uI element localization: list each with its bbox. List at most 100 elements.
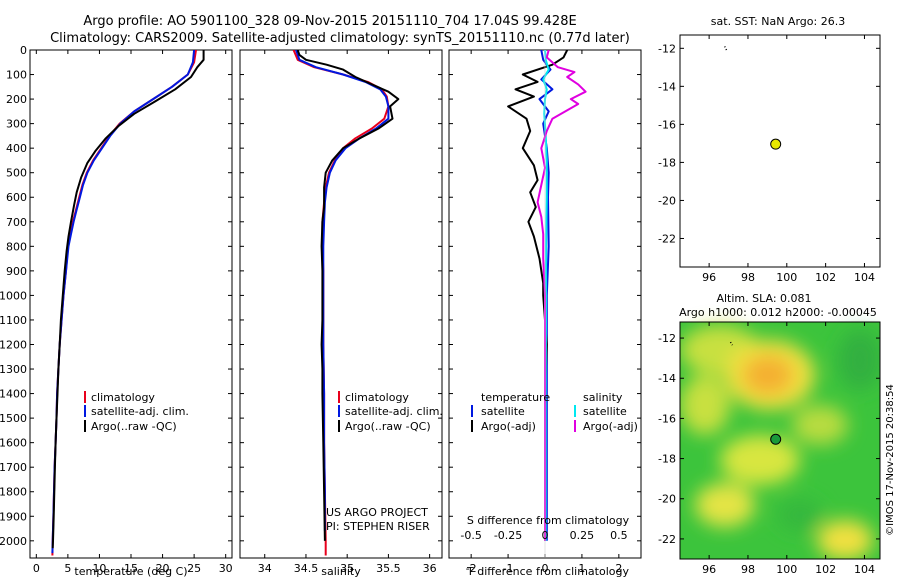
temperature-panel: 0100200300400500600700800900100011001200…	[0, 44, 233, 578]
temperature-legend: climatology satellite-adj. clim. Argo(..…	[84, 391, 189, 433]
y-tick-label: 300	[6, 118, 27, 131]
legend-heading-salinity: salinity	[583, 391, 623, 404]
sla-map-panel: Altim. SLA: 0.081 Argo h1000: 0.012 h200…	[658, 292, 881, 576]
x-tick-label: -2	[466, 562, 477, 575]
legend-label-t-argo: Argo(-adj)	[481, 420, 536, 433]
map-y-tick-label: -12	[658, 42, 676, 55]
x-tick-label: 36	[423, 562, 437, 575]
legend-label-s-satellite: satellite	[583, 405, 627, 418]
y-tick-label: 900	[6, 265, 27, 278]
map-x-tick-label: 96	[702, 563, 716, 576]
y-tick-label: 1400	[0, 388, 27, 401]
map-x-tick-label: 96	[702, 271, 716, 284]
float-track	[729, 341, 734, 346]
x-tick-label: 0	[33, 562, 40, 575]
series-line-satellite-adj-clim-	[51, 50, 196, 554]
pi-annotation: PI: STEPHEN RISER	[326, 520, 430, 533]
difference-depth-ticks	[449, 49, 641, 542]
figure-title-line1: Argo profile: AO 5901100_328 09-Nov-2015…	[83, 14, 576, 29]
map-y-tick-label: -20	[658, 194, 676, 207]
y-tick-label: 700	[6, 216, 27, 229]
series-line-t-argo-adj-	[507, 50, 569, 541]
x-tick-label: 34.5	[294, 562, 319, 575]
y-tick-label: 1300	[0, 363, 27, 376]
x-tick-label: 0	[542, 562, 549, 575]
x-tick-label: 34	[258, 562, 272, 575]
legend-heading-temperature: temperature	[481, 391, 550, 404]
map-y-tick-label: -14	[658, 80, 676, 93]
project-annotation: US ARGO PROJECT	[326, 506, 428, 519]
map-y-tick-label: -18	[658, 156, 676, 169]
map-y-tick-label: -22	[658, 533, 676, 546]
y-tick-label: 1700	[0, 461, 27, 474]
legend-label-t-satellite: satellite	[481, 405, 525, 418]
y-tick-label: 800	[6, 240, 27, 253]
x-tick-label: 25	[187, 562, 201, 575]
sla-title-line1: Altim. SLA: 0.081	[716, 292, 811, 305]
sst-map-ticks: 96 98 100 102 104 -12 -14 -16 -18 -20 -22	[658, 35, 880, 284]
legend-label-climatology: climatology	[91, 391, 155, 404]
y-tick-label: 0	[20, 44, 27, 57]
y-tick-label: 1000	[0, 289, 27, 302]
x-tick-label: 2	[615, 562, 622, 575]
difference-panel: -2 -1 0 1 2 T difference from climatology S …	[448, 49, 642, 578]
y-tick-label: 1100	[0, 314, 27, 327]
sla-title-line2: Argo h1000: 0.012 h2000: -0.00045	[679, 306, 877, 319]
y-tick-label: 2000	[0, 535, 27, 548]
s-tick-label: 0.5	[610, 529, 628, 542]
x-tick-label: 1	[578, 562, 585, 575]
legend-label-climatology: climatology	[345, 391, 409, 404]
y-tick-label: 1600	[0, 437, 27, 450]
sla-map-axes-box	[679, 321, 881, 560]
map-y-tick-label: -20	[658, 493, 676, 506]
y-tick-label: 100	[6, 69, 27, 82]
x-tick-label: 35.5	[376, 562, 401, 575]
legend-label-satellite: satellite-adj. clim.	[345, 405, 443, 418]
salinity-legend: climatology satellite-adj. clim. Argo(..…	[338, 391, 443, 433]
figure-title-line2: Climatology: CARS2009. Satellite-adjuste…	[50, 31, 630, 46]
y-tick-label: 1900	[0, 510, 27, 523]
map-y-tick-label: -22	[658, 232, 676, 245]
map-x-tick-label: 104	[854, 563, 875, 576]
float-track	[724, 46, 728, 51]
sst-map-title: sat. SST: NaN Argo: 26.3	[711, 15, 845, 28]
difference-legend: temperature satellite Argo(-adj) salinit…	[471, 391, 638, 433]
s-tick-label: 0	[542, 529, 549, 542]
series-line-s-argo-adj-	[536, 50, 587, 541]
s-tick-label: -0.25	[494, 529, 522, 542]
map-x-tick-label: 100	[776, 271, 797, 284]
s-tick-label: 0.25	[570, 529, 595, 542]
y-tick-label: 1200	[0, 338, 27, 351]
map-y-tick-label: -14	[658, 372, 676, 385]
map-x-tick-label: 98	[741, 563, 755, 576]
map-x-tick-label: 104	[854, 271, 875, 284]
y-tick-label: 1800	[0, 486, 27, 499]
y-tick-label: 1500	[0, 412, 27, 425]
map-y-tick-label: -16	[658, 412, 676, 425]
salinity-axis-ticks: 34 34.5 35 35.5 36	[258, 50, 437, 575]
salinity-depth-ticks	[240, 49, 442, 542]
series-line-argo-raw-qc-	[51, 50, 205, 549]
x-tick-label: -1	[503, 562, 514, 575]
imos-timestamp: ©IMOS 17-Nov-2015 20:38:54	[885, 384, 896, 536]
series-line-climatology	[292, 50, 390, 556]
map-y-tick-label: -16	[658, 118, 676, 131]
s-tick-label: -0.5	[460, 529, 481, 542]
x-tick-label: 10	[92, 562, 106, 575]
sla-map-ticks: 96 98 100 102 104 -12 -14 -16 -18 -20 -22	[658, 322, 880, 576]
x-tick-label: 5	[64, 562, 71, 575]
map-x-tick-label: 98	[741, 271, 755, 284]
x-tick-label: 35	[340, 562, 354, 575]
map-y-tick-label: -18	[658, 453, 676, 466]
legend-label-argo: Argo(..raw -QC)	[345, 420, 431, 433]
map-y-tick-label: -12	[658, 332, 676, 345]
temperature-axes-box	[29, 49, 233, 559]
map-x-tick-label: 100	[776, 563, 797, 576]
y-tick-label: 200	[6, 93, 27, 106]
s-difference-ticks: -0.5 -0.25 0 0.25 0.5	[460, 529, 627, 542]
salinity-axis-label: salinity	[321, 565, 361, 578]
x-tick-label: 20	[156, 562, 170, 575]
legend-label-s-argo: Argo(-adj)	[583, 420, 638, 433]
sst-map-axes-box	[679, 34, 881, 268]
temperature-axis-label: temperature (deg C)	[74, 565, 187, 578]
